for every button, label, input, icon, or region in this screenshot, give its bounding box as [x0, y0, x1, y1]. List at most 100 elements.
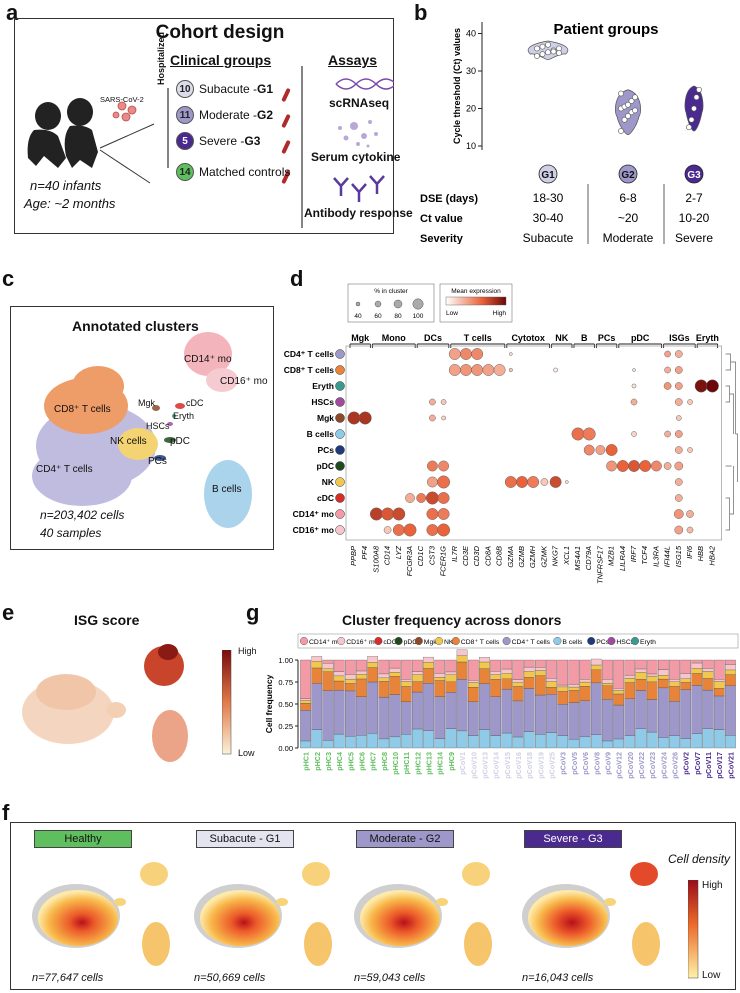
- dotplot-row-swatch: [335, 429, 345, 439]
- stacked-bar-segment: [412, 659, 423, 672]
- cohort-n: n=40 infants: [30, 178, 102, 193]
- stacked-bar-segment: [512, 686, 524, 702]
- label-b-cells: B cells: [212, 484, 242, 495]
- dotplot-row-label: HSCs: [311, 397, 334, 407]
- dotplot-dot: [549, 476, 562, 488]
- stacked-bar-segment: [557, 686, 569, 692]
- donor-label: pCoV16: [514, 752, 523, 779]
- donor-label: pCoV2: [682, 752, 691, 775]
- stacked-bar-segment: [702, 659, 714, 669]
- cluster-cdc: [175, 403, 185, 409]
- violin-point: [539, 51, 546, 58]
- dotplot-dot: [664, 350, 671, 358]
- stacked-bar-segment: [535, 659, 546, 668]
- dotplot-dot: [508, 367, 513, 373]
- dotplot-dot: [571, 427, 585, 441]
- stacked-bar-segment: [568, 702, 580, 740]
- stacked-bar-segment: [602, 685, 613, 700]
- stacked-bar-segment: [300, 702, 311, 711]
- stacked-bar-segment: [691, 668, 703, 674]
- dotplot-gene-label: CST3: [427, 545, 436, 565]
- violin-point: [545, 49, 551, 56]
- stacked-bar-segment: [680, 738, 692, 749]
- table-cell: 6-8: [619, 191, 637, 205]
- isg-blob-cd8: [36, 674, 96, 710]
- stacked-bar-segment: [300, 740, 311, 749]
- stacked-bar-segment: [658, 675, 669, 680]
- size-legend-dot: [393, 299, 403, 309]
- dotplot-row-label: pDC: [317, 461, 334, 471]
- dotplot-dot: [438, 460, 450, 472]
- dotplot-dot: [471, 364, 484, 376]
- legend-label: pDC: [404, 639, 418, 646]
- stacked-bar-segment: [691, 685, 703, 734]
- stacked-bar-segment: [490, 696, 501, 736]
- stacked-bar-segment: [546, 732, 557, 749]
- stacked-bar-segment: [546, 678, 557, 682]
- donor-label: pCoV7: [693, 752, 702, 775]
- stacked-bar-segment: [333, 659, 345, 672]
- dotplot-gene-label: ISG15: [674, 545, 683, 567]
- legend-label: Eryth: [640, 639, 656, 646]
- stacked-bar-segment: [579, 659, 591, 680]
- stacked-bar-segment: [669, 735, 680, 749]
- stacked-bar-segment: [456, 649, 468, 656]
- stacked-bar-segment: [512, 659, 524, 680]
- violin-point: [545, 41, 551, 48]
- stacked-bar-segment: [680, 678, 692, 683]
- stacked-bar-segment: [467, 659, 479, 681]
- violin-point: [686, 124, 692, 131]
- dotplot-dot: [437, 492, 450, 504]
- label-cd8-t-cells: CD8⁺ T cells: [54, 404, 111, 415]
- density-umap-plot: [32, 862, 170, 966]
- stacked-bar-segment: [523, 671, 535, 678]
- stacked-bar-segment: [479, 661, 490, 669]
- stacked-bar-segment: [367, 662, 378, 668]
- dotplot-dot: [358, 411, 372, 425]
- gene-group-label: Eryth: [696, 333, 719, 343]
- stacked-bar-segment: [512, 736, 524, 749]
- legend-label: NK: [444, 639, 454, 646]
- annotated-clusters-title: Annotated clusters: [72, 318, 199, 334]
- dotplot-gene-label: IL7R: [450, 545, 459, 561]
- stacked-bar-segment: [467, 687, 479, 702]
- table-row-label: DSE (days): [420, 193, 478, 205]
- donor-label: pCoV22: [637, 752, 646, 779]
- color-legend-low: Low: [446, 310, 458, 317]
- stacked-bar-segment: [557, 691, 569, 705]
- antibody-icon: [333, 175, 385, 202]
- legend-label: CD16⁺ mo: [346, 639, 379, 646]
- dotplot-row-swatch: [335, 509, 345, 519]
- dotplot-gene-label: LYZ: [394, 546, 403, 559]
- stacked-bar-segment: [412, 728, 423, 749]
- virus-label: SARS-CoV-2: [100, 95, 144, 104]
- stacked-bar-segment: [725, 664, 736, 671]
- dotplot-gene-label: LILRA4: [618, 546, 627, 571]
- gene-group-label: Cytotox: [511, 333, 544, 343]
- stacked-bar-segment: [602, 659, 613, 680]
- stacked-bar-segment: [467, 680, 479, 683]
- stacked-bar-segment: [646, 659, 658, 675]
- stacked-bar-segment: [456, 661, 468, 680]
- stacked-bar-segment: [624, 735, 636, 749]
- isg-colorbar: [222, 650, 232, 755]
- dotplot-dot: [631, 383, 637, 389]
- table-cell: 30-40: [533, 211, 564, 225]
- label-pcs: PCs: [148, 456, 167, 467]
- stacked-bar-segment: [300, 710, 311, 742]
- y-tick-label: 40: [466, 29, 476, 39]
- stacked-bar-segment: [400, 659, 412, 680]
- table-cell: 18-30: [533, 191, 564, 205]
- label-nk-cells: NK cells: [110, 436, 147, 447]
- stacked-bar-segment: [590, 734, 602, 749]
- stacked-bar-segment: [434, 738, 446, 749]
- stacked-bar-segment: [713, 681, 725, 689]
- dotplot-dot: [686, 526, 694, 534]
- violin-title: Patient groups: [553, 21, 658, 38]
- group-badge: [618, 164, 638, 184]
- stacked-bar-segment: [479, 683, 490, 730]
- donor-label: pHC12: [413, 752, 422, 775]
- dotplot-row-label: NK: [322, 477, 335, 487]
- dotplot-dot: [448, 364, 461, 376]
- stacked-bar-segment: [344, 690, 356, 737]
